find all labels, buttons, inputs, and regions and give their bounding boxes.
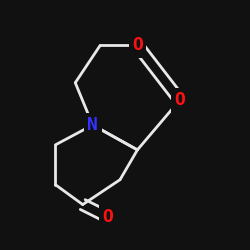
- Text: O: O: [132, 36, 143, 54]
- Text: O: O: [102, 208, 113, 226]
- Text: N: N: [87, 116, 98, 134]
- Text: O: O: [174, 91, 185, 109]
